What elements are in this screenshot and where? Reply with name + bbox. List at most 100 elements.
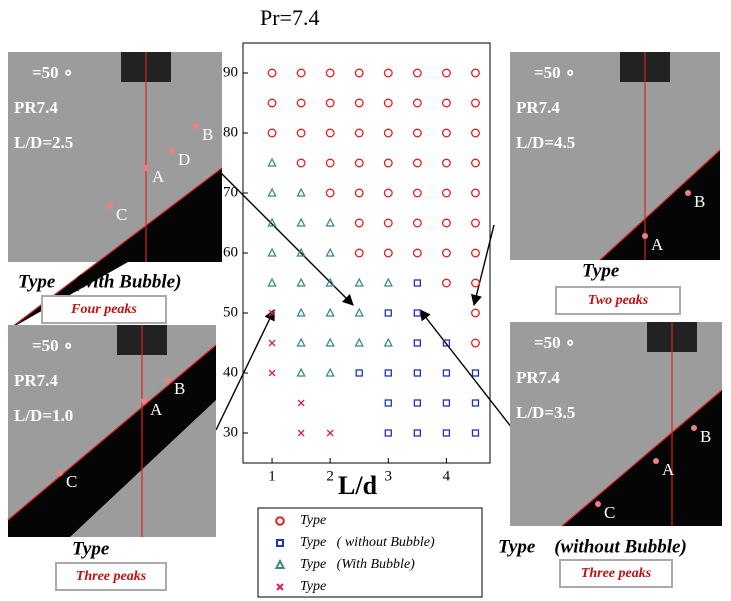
point-dot bbox=[165, 377, 171, 383]
arrow bbox=[420, 310, 512, 428]
point bbox=[356, 279, 363, 286]
point bbox=[443, 249, 451, 257]
point bbox=[443, 219, 451, 227]
point bbox=[298, 189, 305, 196]
point bbox=[327, 369, 334, 376]
point bbox=[298, 339, 305, 346]
point-dot bbox=[691, 425, 697, 431]
point bbox=[472, 189, 480, 197]
point-label: B bbox=[694, 192, 705, 211]
plot-frame bbox=[243, 43, 490, 463]
point bbox=[355, 219, 363, 227]
peaks-label: Two peaks bbox=[588, 293, 649, 308]
point bbox=[297, 129, 305, 137]
point bbox=[443, 279, 451, 287]
point-label: B bbox=[700, 427, 711, 446]
point bbox=[327, 249, 334, 256]
point-dot bbox=[653, 458, 659, 464]
point-dot bbox=[595, 501, 601, 507]
point bbox=[327, 339, 334, 346]
point bbox=[414, 99, 422, 107]
arrows bbox=[216, 170, 512, 430]
point bbox=[414, 159, 422, 167]
point bbox=[355, 249, 363, 257]
panel-label: L/D=3.5 bbox=[516, 403, 575, 422]
point-label: A bbox=[662, 460, 675, 479]
point bbox=[472, 219, 480, 227]
point bbox=[414, 69, 422, 77]
point bbox=[355, 189, 363, 197]
point-dot bbox=[169, 148, 175, 154]
y-tick-label: 80 bbox=[223, 124, 238, 140]
point bbox=[268, 279, 275, 286]
x-tick-label: 3 bbox=[385, 468, 393, 484]
figure: Pr=7.4 L/d 304050607080901234TypeType ( … bbox=[0, 0, 731, 601]
panel-caption: Type (with Bubble) bbox=[18, 271, 181, 292]
legend-label: Type bbox=[300, 579, 326, 594]
panel-label: =50 ∘ bbox=[32, 63, 74, 82]
point-label: C bbox=[116, 205, 127, 224]
point-dot bbox=[193, 123, 199, 129]
point bbox=[414, 249, 422, 257]
point-dot bbox=[57, 470, 63, 476]
panel-caption: Type bbox=[582, 260, 620, 281]
point-label: B bbox=[174, 379, 185, 398]
point bbox=[327, 309, 334, 316]
point-label: B bbox=[202, 125, 213, 144]
point bbox=[297, 69, 305, 77]
x-axis-label: L/d bbox=[338, 471, 378, 500]
panel-label: L/D=2.5 bbox=[14, 133, 73, 152]
y-tick-label: 30 bbox=[223, 424, 238, 440]
point bbox=[414, 400, 420, 406]
point-dot bbox=[143, 165, 149, 171]
legend-label: Type (With Bubble) bbox=[300, 557, 415, 572]
point-dot bbox=[107, 203, 113, 209]
point bbox=[355, 99, 363, 107]
point bbox=[414, 430, 420, 436]
point bbox=[355, 159, 363, 167]
point bbox=[443, 99, 451, 107]
point bbox=[268, 159, 275, 166]
point bbox=[472, 99, 480, 107]
panel-label: L/D=4.5 bbox=[516, 133, 575, 152]
x-tick-label: 2 bbox=[326, 468, 334, 484]
point bbox=[268, 69, 276, 77]
point bbox=[326, 129, 334, 137]
point bbox=[414, 129, 422, 137]
peaks-label: Four peaks bbox=[70, 302, 137, 317]
chart-title: Pr=7.4 bbox=[260, 5, 319, 30]
point bbox=[414, 370, 420, 376]
panel-label: PR7.4 bbox=[14, 371, 58, 390]
panel-label: L/D=1.0 bbox=[14, 406, 73, 425]
point bbox=[443, 129, 451, 137]
y-tick-label: 40 bbox=[223, 364, 238, 380]
point bbox=[298, 369, 305, 376]
point bbox=[384, 99, 392, 107]
y-tick-label: 60 bbox=[223, 244, 238, 260]
point bbox=[414, 189, 422, 197]
point-label: C bbox=[66, 472, 77, 491]
point-dot bbox=[685, 190, 691, 196]
point bbox=[356, 309, 363, 316]
point bbox=[298, 430, 304, 436]
point bbox=[384, 69, 392, 77]
point bbox=[414, 280, 420, 286]
point bbox=[326, 189, 334, 197]
point-label: A bbox=[150, 400, 163, 419]
point bbox=[356, 339, 363, 346]
y-tick-label: 70 bbox=[223, 184, 238, 200]
point bbox=[327, 219, 334, 226]
point bbox=[355, 69, 363, 77]
point bbox=[472, 400, 478, 406]
point bbox=[472, 249, 480, 257]
point bbox=[384, 159, 392, 167]
point bbox=[269, 370, 275, 376]
point bbox=[414, 340, 420, 346]
point bbox=[472, 370, 478, 376]
point bbox=[355, 129, 363, 137]
point bbox=[326, 99, 334, 107]
x-tick-label: 4 bbox=[443, 468, 451, 484]
panel-label: PR7.4 bbox=[516, 368, 560, 387]
point bbox=[385, 279, 392, 286]
point bbox=[472, 430, 478, 436]
